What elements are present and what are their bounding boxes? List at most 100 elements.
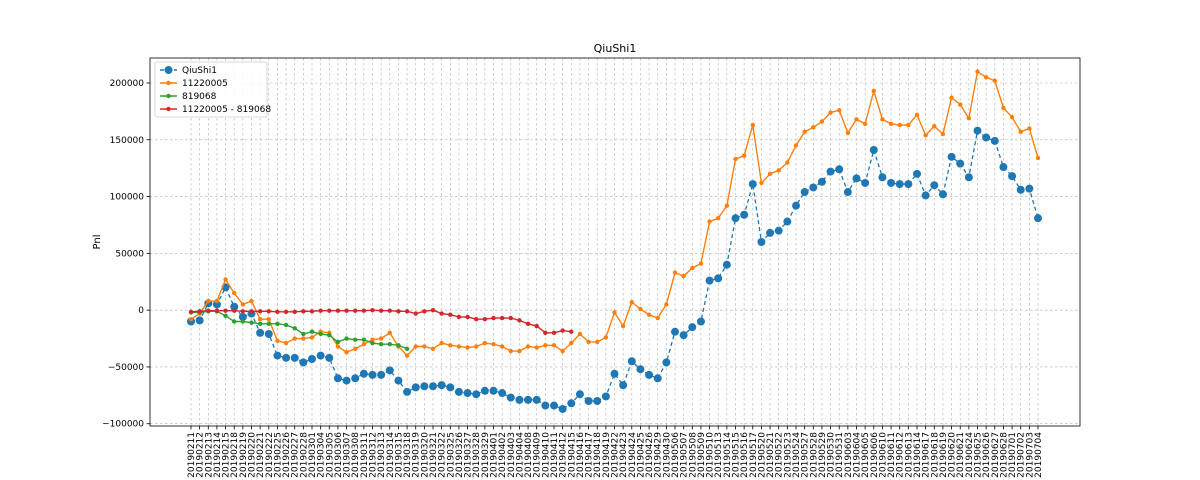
data-point [491,342,496,347]
data-point [921,191,930,200]
data-point [525,321,531,326]
x-tick-label: 20190513 [714,432,724,478]
data-point [370,307,375,313]
data-point [558,404,567,413]
x-tick-label: 20190419 [602,432,612,478]
x-tick-label: 20190328 [472,432,482,478]
data-point [463,389,472,398]
data-point [923,133,928,138]
data-point [724,203,730,208]
x-tick-label: 20190626 [982,432,992,478]
x-tick-label: 20190507 [680,432,690,478]
x-tick-label: 20190409 [533,432,543,478]
data-point [1008,172,1017,181]
data-point [482,340,488,346]
x-tick-label: 20190322 [438,432,448,478]
data-point [551,330,557,336]
data-point [774,226,783,235]
data-point [914,112,920,117]
data-point [206,308,211,313]
x-tick-label: 20190425 [636,432,646,478]
x-tick-label: 20190325 [446,432,456,478]
data-point [792,201,800,210]
data-point [716,215,721,221]
data-point [195,316,204,325]
x-tick-label: 20190612 [896,432,906,478]
data-point [603,335,609,340]
data-point [524,395,533,404]
data-point [283,340,289,346]
data-point [420,382,429,391]
x-tick-label: 20190610 [878,432,888,478]
data-point [212,300,221,309]
data-point [759,180,764,186]
data-point [897,122,902,128]
data-point [266,317,271,322]
x-tick-label: 20190415 [567,432,577,478]
data-point [932,123,937,129]
data-point [439,311,444,316]
data-point [361,342,367,347]
data-point [940,131,946,137]
data-point [344,308,349,313]
data-point [308,354,316,363]
data-point [515,395,524,404]
x-tick-label: 20190521 [766,432,776,478]
data-point [973,126,982,135]
data-point [956,159,965,168]
data-point [335,339,341,345]
data-point [474,317,479,322]
data-point [301,309,306,314]
data-point [232,290,237,296]
x-tick-label: 20190215 [222,432,232,478]
data-point [335,308,341,313]
data-point [534,323,539,329]
x-tick-label: 20190212 [196,432,206,478]
x-tick-label: 20190628 [999,432,1009,478]
x-tick-label: 20190306 [334,432,344,478]
data-point [593,397,602,406]
data-point [387,342,392,347]
x-tick-label: 20190508 [688,432,698,478]
x-tick-label: 20190627 [991,432,1001,478]
data-point [811,125,816,130]
data-point [766,228,775,237]
data-point [370,337,375,342]
data-point [318,308,323,313]
x-tick-label: 20190314 [386,432,396,478]
data-point [396,343,401,348]
x-tick-label: 20190530 [827,432,837,478]
data-point [1016,185,1025,194]
data-point [292,336,297,341]
data-point [785,160,790,165]
x-tick-label: 20190617 [922,432,932,478]
data-point [550,401,558,410]
data-point [429,382,437,391]
x-tick-label: 20190703 [1025,432,1035,478]
data-point [353,337,358,342]
data-point [541,401,550,410]
x-tick-label: 20190301 [308,432,318,478]
data-point [344,336,349,341]
data-point [206,298,211,304]
data-point [586,339,591,345]
data-point [422,344,427,349]
data-point [705,276,714,285]
x-tick-label: 20190604 [853,432,863,478]
x-tick-label: 20190624 [965,432,975,478]
data-point [869,146,878,154]
data-point [275,338,280,344]
data-point [1001,105,1006,111]
data-point [696,317,705,326]
data-point [214,308,220,313]
data-point [309,329,315,334]
data-point [837,108,842,113]
data-point [257,321,263,326]
data-point [430,307,436,313]
x-tick-label: 20190307 [343,432,353,478]
data-point [396,309,401,314]
y-tick-label: 100000 [110,193,145,203]
x-tick-label: 20190523 [783,432,793,478]
data-point [975,69,980,74]
y-axis-label: Pnl [92,235,103,250]
